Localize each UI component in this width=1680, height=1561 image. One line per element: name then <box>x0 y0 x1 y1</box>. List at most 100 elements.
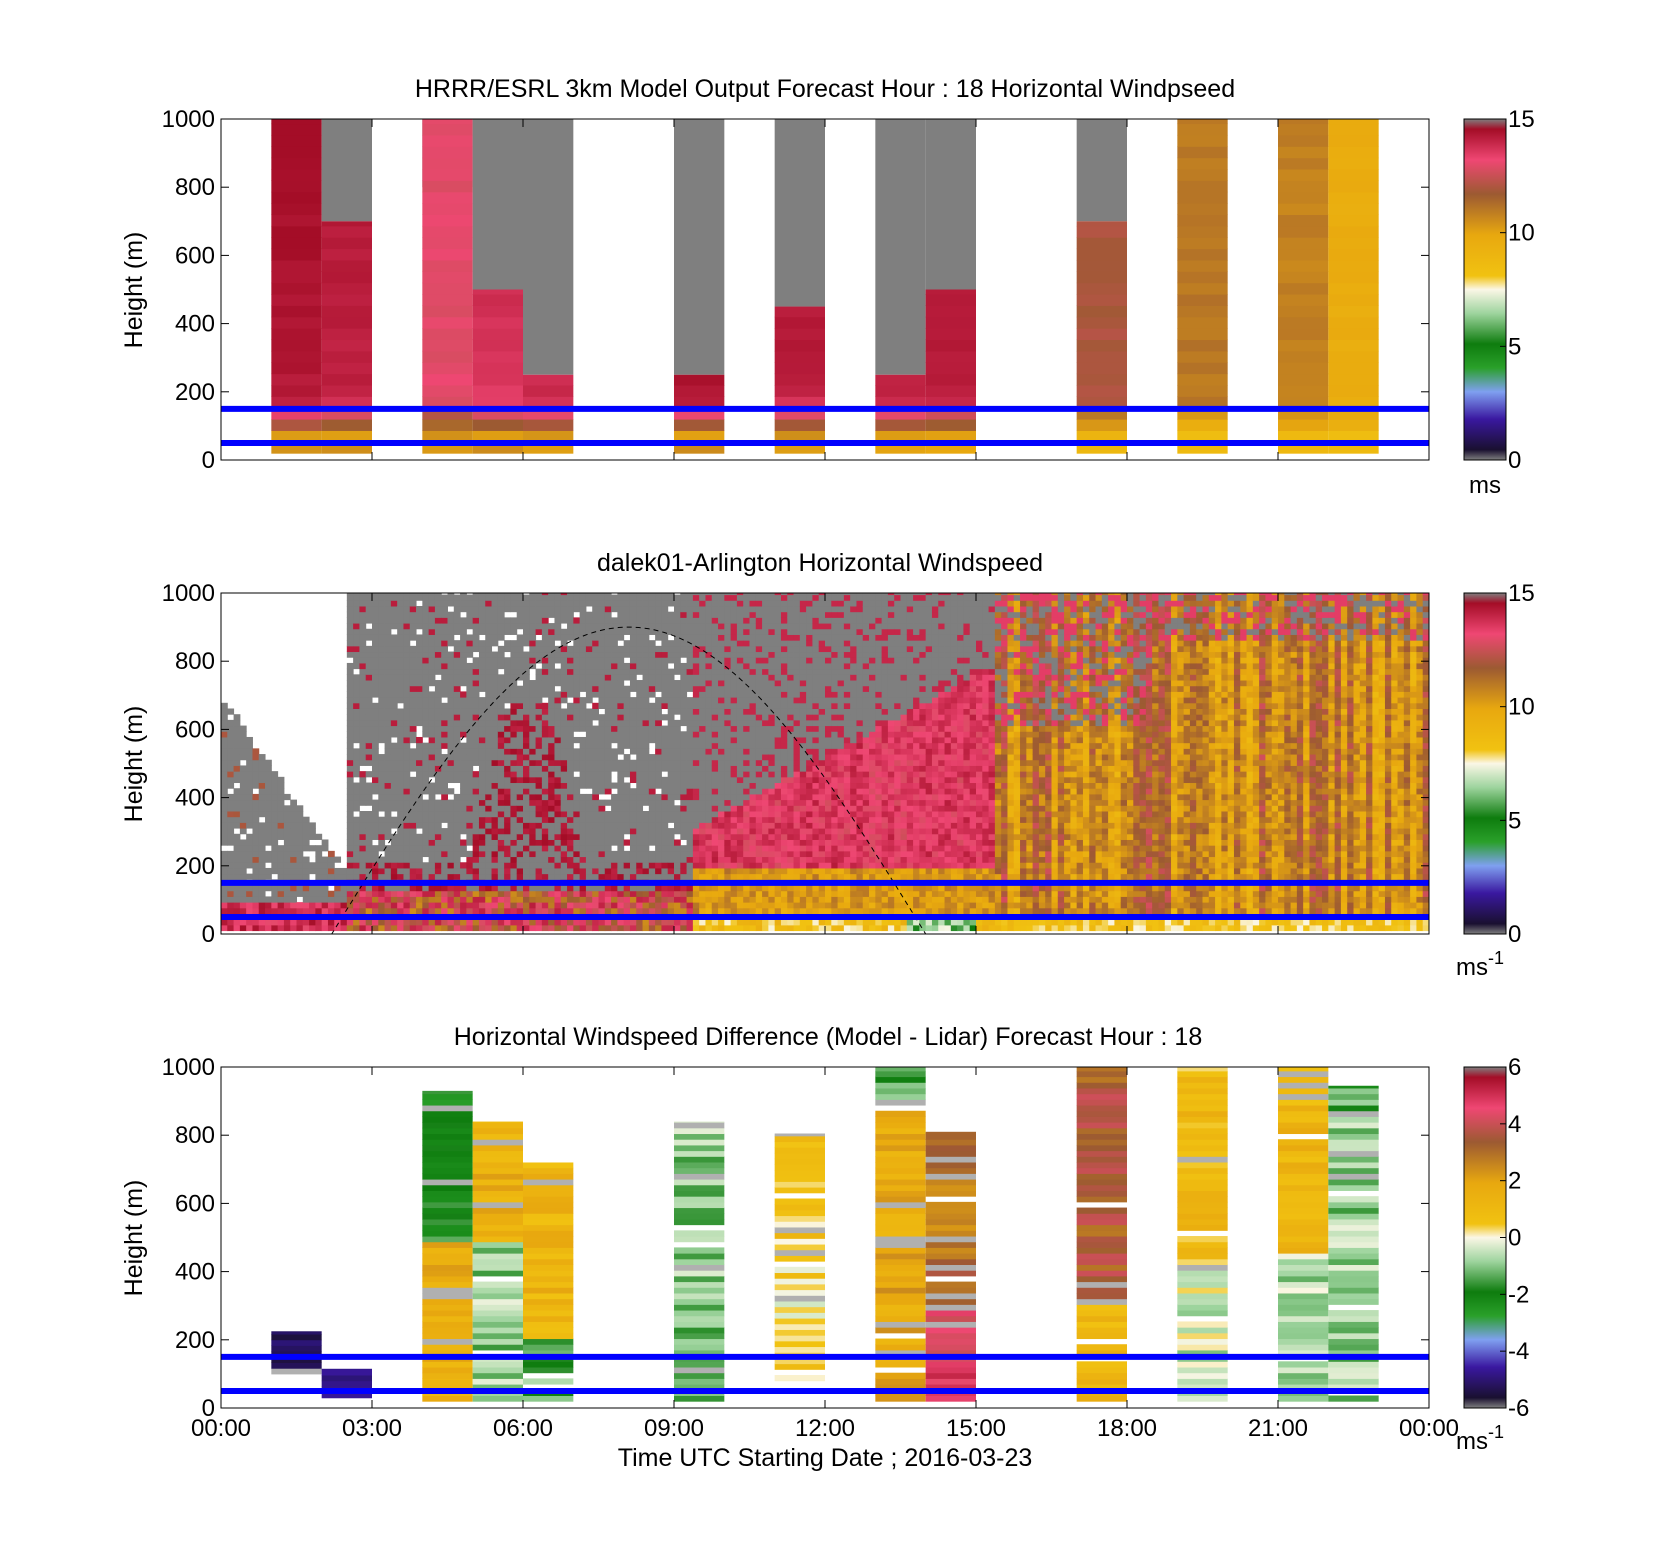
lidar-cell <box>441 605 448 613</box>
model-cell <box>1328 350 1379 363</box>
lidar-cell <box>661 736 669 744</box>
lidar-cell <box>497 924 505 932</box>
lidar-cell <box>636 771 644 778</box>
lidar-cell <box>485 662 493 670</box>
lidar-cell <box>416 839 423 846</box>
lidar-cell <box>409 845 417 852</box>
lidar-cell <box>390 856 398 863</box>
lidar-cell <box>573 776 581 784</box>
lidar-cell <box>636 594 644 601</box>
lidar-cell <box>403 651 411 658</box>
lidar-cell <box>579 594 587 601</box>
lidar-cell <box>787 765 795 772</box>
lidar-cell <box>491 623 499 630</box>
lidar-cell <box>573 850 581 858</box>
lidar-cell <box>718 907 725 915</box>
lidar-cell <box>485 754 493 761</box>
lidar-cell <box>478 902 486 909</box>
lidar-cell <box>567 782 574 789</box>
lidar-cell <box>667 702 675 709</box>
lidar-cell <box>648 645 656 653</box>
lidar-cell <box>315 867 323 875</box>
lidar-cell <box>780 902 788 909</box>
lidar-cell <box>636 623 644 630</box>
lidar-cell <box>661 611 669 618</box>
lidar-cell <box>680 640 688 647</box>
lidar-cell <box>724 822 732 829</box>
lidar-cell <box>623 623 631 630</box>
lidar-cell <box>359 833 367 840</box>
lidar-cell <box>724 845 732 852</box>
lidar-cell <box>573 657 581 664</box>
lidar-cell <box>346 697 354 704</box>
lidar-cell <box>252 771 260 778</box>
lidar-cell <box>661 742 669 749</box>
lidar-cell <box>447 702 455 709</box>
lidar-cell <box>504 856 511 863</box>
lidar-cell <box>762 645 769 653</box>
lidar-cell <box>623 725 631 732</box>
lidar-cell <box>283 811 291 818</box>
lidar-cell <box>686 919 694 926</box>
lidar-cell <box>611 754 618 761</box>
lidar-cell <box>598 862 606 869</box>
lidar-cell <box>409 674 417 681</box>
lidar-cell <box>384 611 392 618</box>
lidar-cell <box>516 662 524 670</box>
lidar-cell <box>441 628 448 635</box>
lidar-cell <box>409 623 417 630</box>
lidar-cell <box>774 902 782 909</box>
lidar-cell <box>554 719 562 727</box>
model-cell <box>1278 248 1329 261</box>
lidar-cell <box>535 685 543 692</box>
lidar-cell <box>359 662 367 670</box>
lidar-cell <box>629 856 637 863</box>
lidar-cell <box>353 862 360 869</box>
lidar-cell <box>661 605 669 613</box>
lidar-cell <box>724 788 732 795</box>
lidar-cell <box>554 702 562 709</box>
lidar-cell <box>686 924 694 932</box>
lidar-cell <box>718 714 725 721</box>
lidar-cell <box>768 668 776 675</box>
lidar-cell <box>718 605 725 613</box>
lidar-cell <box>611 907 618 915</box>
lidar-cell <box>598 811 606 818</box>
lidar-cell <box>397 680 404 687</box>
lidar-cell <box>409 731 417 738</box>
lidar-cell <box>422 691 430 698</box>
lidar-cell <box>705 924 713 932</box>
lidar-cell <box>277 890 285 897</box>
lidar-cell <box>372 657 379 664</box>
lidar-cell <box>466 742 474 749</box>
lidar-cell <box>724 885 732 892</box>
lidar-cell <box>384 623 392 630</box>
lidar-cell <box>309 822 316 829</box>
lidar-cell <box>541 691 549 698</box>
lidar-cell <box>642 924 650 932</box>
lidar-cell <box>416 924 423 932</box>
lidar-cell <box>258 788 266 795</box>
lidar-cell <box>246 805 253 812</box>
lidar-cell <box>585 754 593 761</box>
lidar-cell <box>730 623 738 630</box>
lidar-cell <box>554 754 562 761</box>
lidar-cell <box>510 873 518 880</box>
lidar-cell <box>642 902 650 909</box>
lidar-cell <box>239 902 247 909</box>
lidar-cell <box>629 839 637 846</box>
lidar-cell <box>485 862 493 869</box>
lidar-cell <box>372 651 379 658</box>
model-cell <box>1076 305 1127 318</box>
model-cell <box>1278 407 1329 420</box>
lidar-cell <box>460 776 467 784</box>
lidar-cell <box>768 771 776 778</box>
lidar-cell <box>378 822 386 829</box>
lidar-cell <box>780 742 788 749</box>
lidar-cell <box>516 896 524 903</box>
lidar-cell <box>346 896 354 903</box>
lidar-cell <box>504 714 511 721</box>
model-cell <box>271 339 322 352</box>
lidar-cell <box>453 856 461 863</box>
lidar-cell <box>397 799 404 806</box>
